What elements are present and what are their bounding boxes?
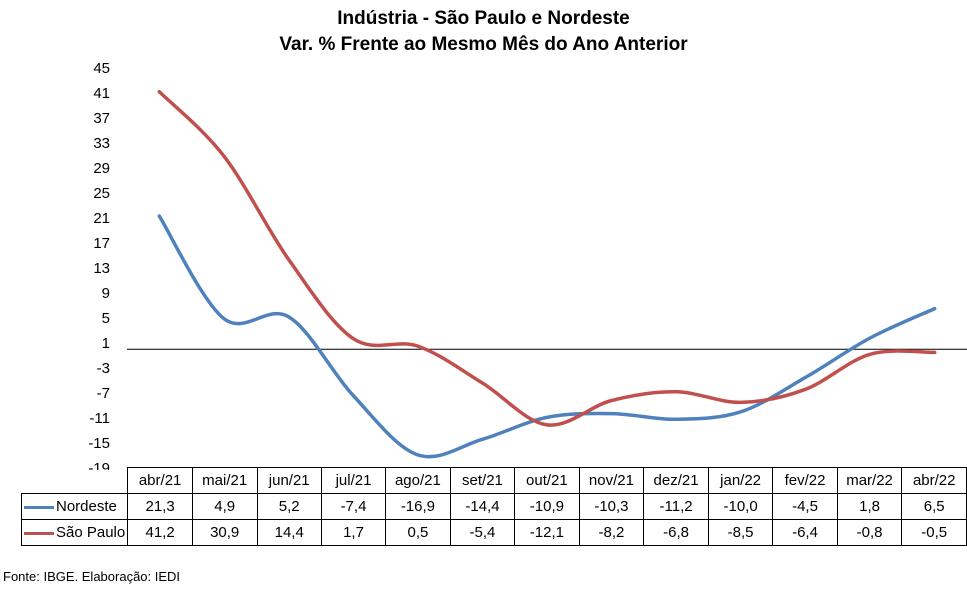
category-row: abr/21 mai/21 jun/21 jul/21 ago/21 set/21 out/… xyxy=(21,467,967,494)
category-label: abr/22 xyxy=(901,467,967,494)
y-tick-label: 21 xyxy=(93,210,110,227)
data-value: -16,9 xyxy=(385,493,451,520)
data-value: -8,5 xyxy=(707,519,774,546)
data-value: 41,2 xyxy=(127,519,193,546)
data-value: -6,4 xyxy=(772,519,838,546)
data-value: -11,2 xyxy=(643,493,709,520)
legend-entry: São Paulo xyxy=(20,519,129,546)
line-chart: 45 41 37 33 29 25 21 17 13 9 5 1 -3 -7 -11 -15 -19 xyxy=(88,60,967,470)
series-line-0 xyxy=(157,214,937,459)
data-value: 30,9 xyxy=(191,519,258,546)
data-value: 4,9 xyxy=(191,493,258,520)
category-label: set/21 xyxy=(449,467,516,494)
series-row: São Paulo 41,2 30,9 14,4 1,7 0,5 -5,4 -12,1 -8,2… xyxy=(20,519,967,546)
data-value: -12,1 xyxy=(514,519,580,546)
y-tick-label: 25 xyxy=(93,185,110,202)
y-tick-label: -15 xyxy=(88,435,110,452)
series-row: Nordeste 21,3 4,9 5,2 -7,4 -16,9 -14,4 -10,9 -10… xyxy=(20,493,967,520)
y-tick-label: 45 xyxy=(93,60,110,77)
y-tick-label: 13 xyxy=(93,260,110,277)
category-label: ago/21 xyxy=(385,467,451,494)
category-label: jun/21 xyxy=(256,467,322,494)
data-value: -14,4 xyxy=(449,493,516,520)
data-value: 1,7 xyxy=(320,519,387,546)
y-tick-label: -3 xyxy=(97,360,110,377)
legend-swatch xyxy=(24,531,54,535)
chart-title-line1: Indústria - São Paulo e Nordeste xyxy=(337,8,630,29)
legend-entry: Nordeste xyxy=(20,493,129,520)
category-label: abr/21 xyxy=(127,467,193,494)
data-value: -0,5 xyxy=(901,519,967,546)
y-tick-label: -11 xyxy=(89,410,110,427)
data-value: -6,8 xyxy=(643,519,709,546)
category-label: nov/21 xyxy=(578,467,645,494)
data-value: -10,0 xyxy=(707,493,774,520)
y-tick-label: 17 xyxy=(93,235,110,252)
y-tick-label: 9 xyxy=(102,285,110,302)
data-value: 5,2 xyxy=(256,493,322,520)
category-label: jan/22 xyxy=(707,467,774,494)
y-tick-label: 29 xyxy=(93,160,110,177)
category-label: mar/22 xyxy=(836,467,903,494)
y-tick-label: 33 xyxy=(93,135,110,152)
y-tick-label: -19 xyxy=(88,460,110,470)
series-name: São Paulo xyxy=(56,524,126,541)
data-value: 6,5 xyxy=(901,493,967,520)
data-value: -7,4 xyxy=(320,493,387,520)
data-value: 21,3 xyxy=(127,493,193,520)
data-value: -10,3 xyxy=(578,493,645,520)
data-value: -8,2 xyxy=(578,519,645,546)
series-lines xyxy=(157,89,937,459)
chart-title-line2: Var. % Frente ao Mesmo Mês do Ano Anteri… xyxy=(279,34,688,55)
y-tick-label: 1 xyxy=(102,335,110,352)
y-tick-label: 37 xyxy=(93,110,110,127)
y-tick-label: -7 xyxy=(97,385,110,402)
source-note: Fonte: IBGE. Elaboração: IEDI xyxy=(3,569,181,584)
table-corner xyxy=(21,467,129,494)
series-line-1 xyxy=(157,89,937,427)
data-value: -4,5 xyxy=(772,493,838,520)
category-label: dez/21 xyxy=(643,467,709,494)
y-tick-label: 5 xyxy=(102,310,110,327)
data-value: 0,5 xyxy=(385,519,451,546)
data-value: -5,4 xyxy=(449,519,516,546)
category-label: mai/21 xyxy=(191,467,258,494)
series-name: Nordeste xyxy=(56,498,117,515)
data-value: -10,9 xyxy=(514,493,580,520)
data-value: 14,4 xyxy=(256,519,322,546)
legend-swatch xyxy=(24,505,54,509)
y-tick-label: 41 xyxy=(93,85,110,102)
category-label: jul/21 xyxy=(320,467,387,494)
category-label: out/21 xyxy=(514,467,580,494)
data-value: 1,8 xyxy=(836,493,903,520)
y-axis: 45 41 37 33 29 25 21 17 13 9 5 1 -3 -7 -11 -15 -19 xyxy=(88,60,110,470)
data-table: abr/21 mai/21 jun/21 jul/21 ago/21 set/21 out/… xyxy=(20,467,967,546)
data-value: -0,8 xyxy=(836,519,903,546)
category-label: fev/22 xyxy=(772,467,838,494)
